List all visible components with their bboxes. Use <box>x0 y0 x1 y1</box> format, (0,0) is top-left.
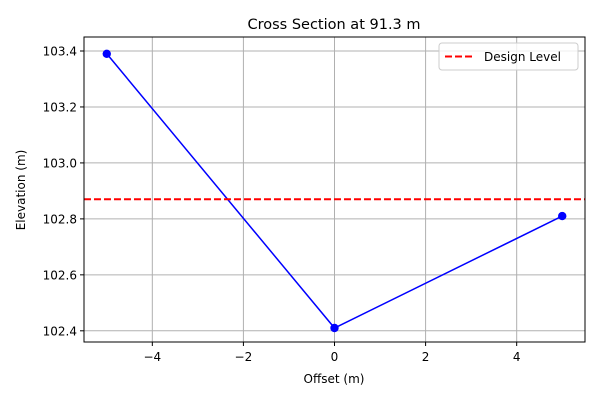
x-tick-label-0: −4 <box>143 350 161 364</box>
y-axis: 102.4 102.6 102.8 103.0 103.2 103.4 <box>43 44 84 338</box>
legend: Design Level <box>438 42 579 71</box>
series-0-point-0 <box>102 49 111 58</box>
y-axis-label: Elevation (m) <box>14 150 28 231</box>
legend-box <box>438 42 579 71</box>
x-tick-label-3: 2 <box>422 350 430 364</box>
x-axis-label: Offset (m) <box>304 372 365 386</box>
plot-content <box>84 49 585 333</box>
y-tick-label-0: 102.4 <box>43 324 77 338</box>
y-tick-label-1: 102.6 <box>43 268 77 282</box>
series-0-point-1 <box>330 323 339 333</box>
y-tick-label-5: 103.4 <box>43 44 77 58</box>
x-tick-label-4: 4 <box>513 350 521 364</box>
y-tick-label-3: 103.0 <box>43 156 77 170</box>
y-tick-label-2: 102.8 <box>43 212 77 226</box>
series-0-point-2 <box>558 211 567 221</box>
legend-label-design-level: Design Level <box>484 50 561 64</box>
x-tick-label-1: −2 <box>235 350 253 364</box>
chart-title: Cross Section at 91.3 m <box>247 17 420 33</box>
y-tick-label-4: 103.2 <box>43 100 77 114</box>
x-axis: −4 −2 0 2 4 <box>143 342 521 364</box>
x-tick-label-2: 0 <box>331 350 339 364</box>
